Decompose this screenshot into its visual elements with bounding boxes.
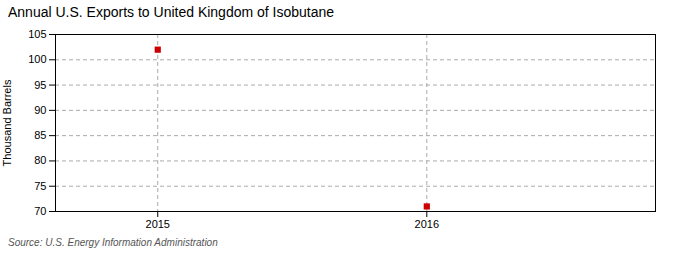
- svg-text:2015: 2015: [145, 218, 169, 230]
- svg-text:Thousand Barrels: Thousand Barrels: [1, 79, 13, 166]
- svg-text:2016: 2016: [415, 218, 439, 230]
- svg-text:90: 90: [34, 104, 46, 116]
- svg-text:100: 100: [28, 53, 46, 65]
- svg-text:105: 105: [28, 28, 46, 40]
- svg-text:85: 85: [34, 129, 46, 141]
- html-text:Source: U.S. Energy Informatio: Source: U.S. Energy Information Administ…: [8, 237, 218, 248]
- svg-text:95: 95: [34, 79, 46, 91]
- html-text:Annual U.S. Exports to United: Annual U.S. Exports to United Kingdom of…: [8, 4, 335, 20]
- svg-text:80: 80: [34, 154, 46, 166]
- svg-text:70: 70: [34, 205, 46, 217]
- svg-text:75: 75: [34, 180, 46, 192]
